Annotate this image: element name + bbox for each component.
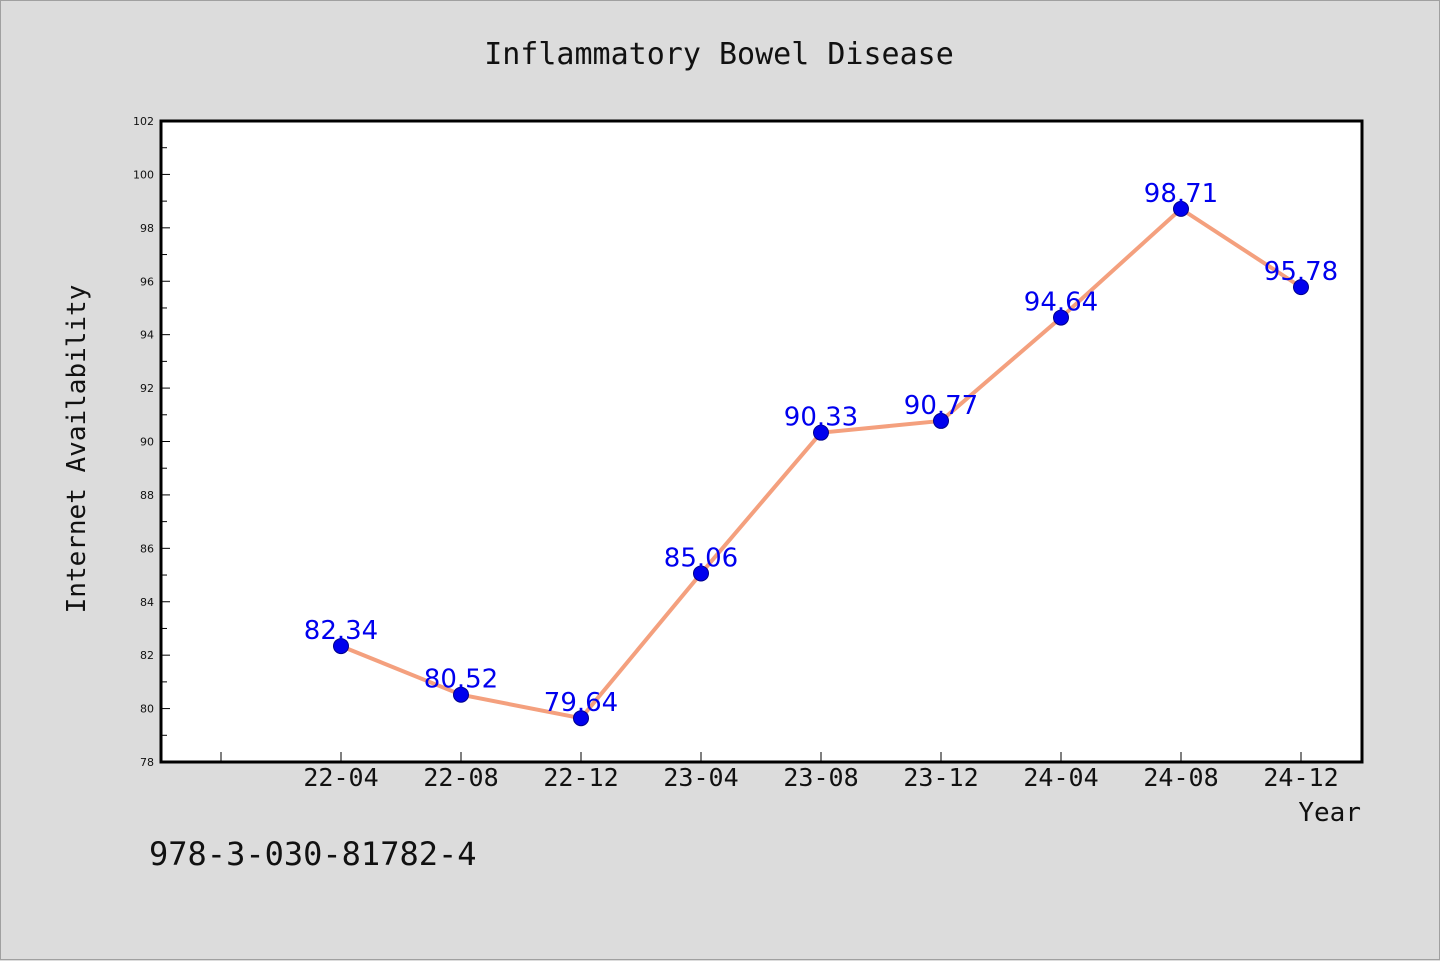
y-tick-label: 80 <box>140 703 154 716</box>
x-tick-label: 22-08 <box>423 763 498 792</box>
data-label: 94.64 <box>1024 288 1098 318</box>
data-point <box>1173 200 1189 217</box>
y-tick-label: 82 <box>140 649 154 662</box>
data-label: 98.71 <box>1144 179 1218 209</box>
data-label: 90.33 <box>784 403 858 433</box>
markers-group <box>333 200 1309 727</box>
footer-isbn: 978-3-030-81782-4 <box>149 835 477 873</box>
x-tick-label: 23-08 <box>783 763 858 792</box>
data-point <box>933 412 949 429</box>
data-label: 80.52 <box>424 665 498 695</box>
x-tick-label: 24-12 <box>1263 763 1338 792</box>
data-point <box>1293 279 1309 296</box>
plot-area <box>159 119 1364 764</box>
y-tick-label: 94 <box>140 329 154 342</box>
x-tick-label: 22-12 <box>543 763 618 792</box>
y-tick-label: 90 <box>140 436 154 449</box>
x-axis: 22-04 22-08 22-12 23-04 23-08 23-12 24-04 24-08… <box>220 752 1339 792</box>
data-point <box>1053 309 1069 326</box>
x-tick-label: 24-04 <box>1023 763 1098 792</box>
x-tick-label: 22-04 <box>303 763 378 792</box>
data-label: 90.77 <box>904 391 978 421</box>
y-tick-label: 92 <box>140 382 154 395</box>
x-axis-label: Year <box>1298 798 1361 828</box>
y-tick-label: 86 <box>140 542 154 555</box>
data-label: 79.64 <box>544 688 618 718</box>
data-point <box>573 710 589 727</box>
data-label: 82.34 <box>304 616 378 646</box>
y-tick-label: 84 <box>140 596 154 609</box>
y-tick-label: 78 <box>140 756 154 769</box>
data-point <box>693 565 709 582</box>
y-axis: 78 80 82 84 86 88 90 92 94 96 98 100 102 <box>133 115 170 769</box>
chart-title: Inflammatory Bowel Disease <box>484 37 954 72</box>
y-tick-label: 88 <box>140 489 154 502</box>
data-label: 85.06 <box>664 543 738 573</box>
y-tick-label: 100 <box>133 168 154 181</box>
y-axis-label: Internet Availability <box>62 285 92 614</box>
y-tick-label: 96 <box>140 275 154 288</box>
x-tick-label: 24-08 <box>1143 763 1218 792</box>
data-label: 95.78 <box>1264 257 1338 287</box>
data-point <box>813 424 829 441</box>
x-tick-label: 23-12 <box>903 763 978 792</box>
x-tick-label: 23-04 <box>663 763 738 792</box>
data-point <box>333 638 349 655</box>
data-point <box>453 686 469 703</box>
y-tick-label: 98 <box>140 222 154 235</box>
y-tick-label: 102 <box>133 115 154 128</box>
data-labels-group: 82.34 80.52 79.64 85.06 90.33 90.77 94.64 98.71… <box>304 179 1338 718</box>
